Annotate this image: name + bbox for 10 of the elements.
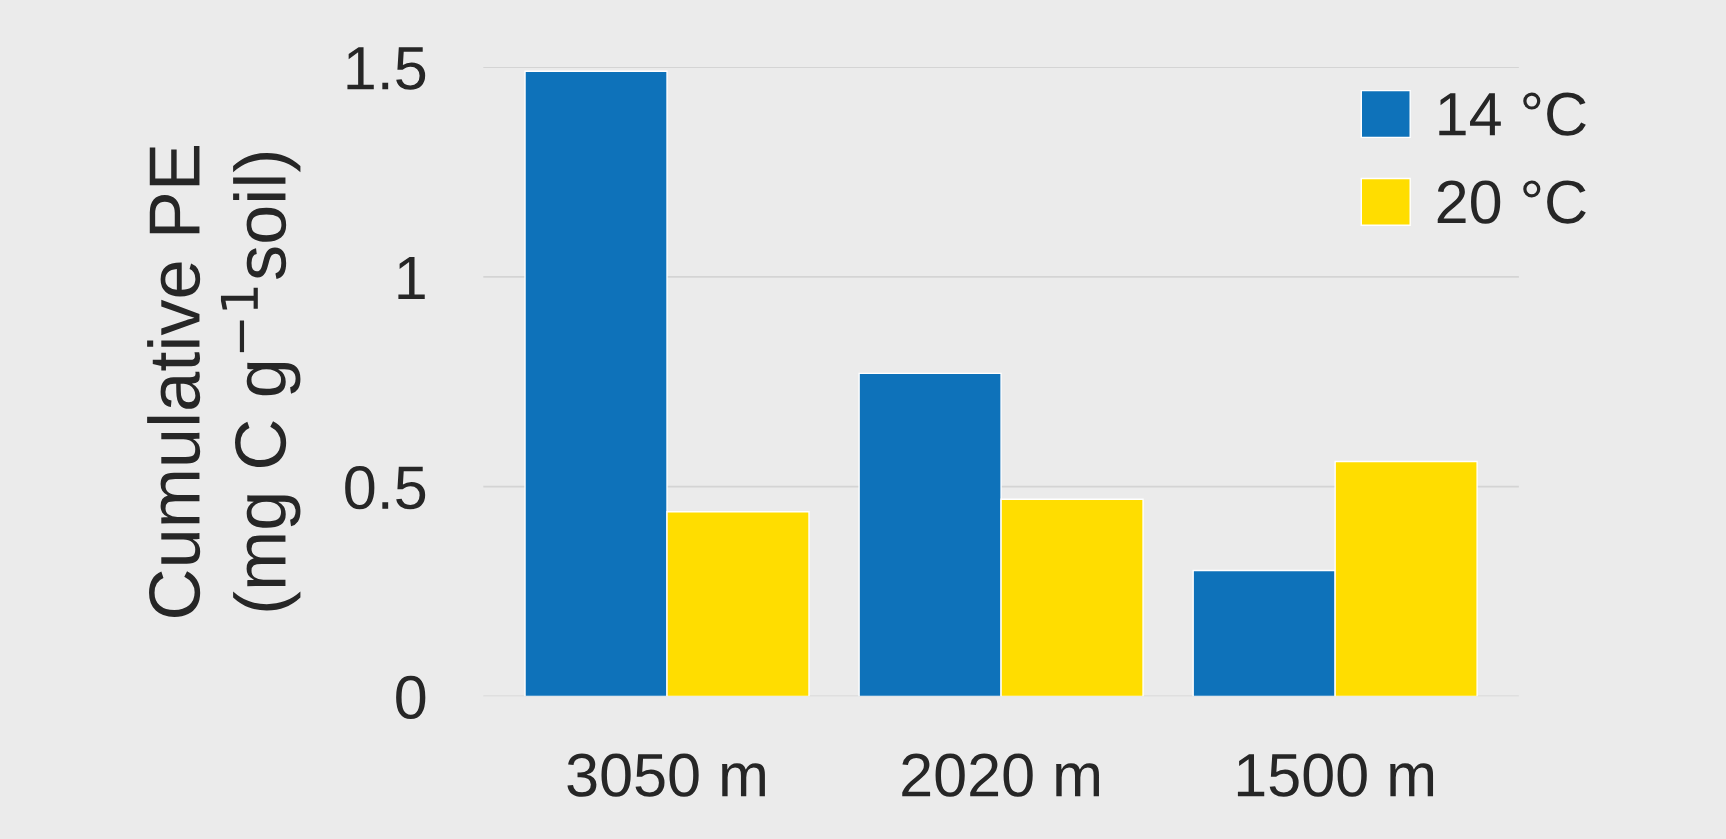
x-tick-label: 2020 m xyxy=(902,753,1099,797)
y-axis-title: Cumulative PE (mg C g$^{−1}$soil) xyxy=(147,146,301,617)
legend-label: 14 °C xyxy=(1439,92,1586,136)
y-tick-label: 1 xyxy=(398,256,425,300)
x-tick-label: 1500 m xyxy=(1237,753,1434,797)
x-tick-label: 3050 m xyxy=(567,753,765,797)
y-tick-label: 1.5 xyxy=(347,47,426,90)
y-tick-label: 0 xyxy=(396,675,426,720)
legend-label: 20 °C xyxy=(1437,180,1586,224)
y-tick-label: 0.5 xyxy=(345,466,426,510)
